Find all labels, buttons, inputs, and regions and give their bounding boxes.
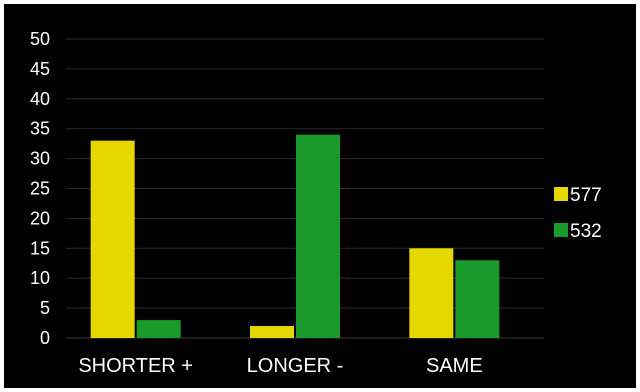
y-tick-label: 50 <box>30 29 50 49</box>
bar-shorter-532 <box>136 320 181 338</box>
bar-same-532 <box>455 260 500 338</box>
y-axis-ticks: 0 5 10 15 20 25 30 35 40 45 50 <box>30 29 50 348</box>
x-category-label: LONGER - <box>247 355 344 377</box>
y-tick-label: 35 <box>30 119 50 139</box>
chart-frame: 0 5 10 15 20 25 30 35 40 45 50 SHORTER + LONGER - SA… <box>4 4 636 388</box>
bar-same-577 <box>409 248 454 338</box>
y-tick-label: 40 <box>30 89 50 109</box>
legend-label-532: 532 <box>570 221 602 242</box>
legend-swatch-532 <box>554 223 568 237</box>
y-tick-label: 25 <box>30 179 50 199</box>
y-tick-label: 15 <box>30 238 50 258</box>
legend-label-577: 577 <box>570 185 602 206</box>
y-tick-label: 0 <box>40 328 50 348</box>
bars <box>90 134 500 338</box>
legend: 577 532 <box>554 185 602 242</box>
bar-chart: 0 5 10 15 20 25 30 35 40 45 50 SHORTER + LONGER - SA… <box>30 29 602 377</box>
y-tick-label: 30 <box>30 149 50 169</box>
legend-swatch-577 <box>554 187 568 201</box>
x-category-label: SAME <box>426 355 483 377</box>
bar-longer-577 <box>250 326 294 338</box>
bar-longer-532 <box>296 134 340 338</box>
y-tick-label: 45 <box>30 59 50 79</box>
bar-shorter-577 <box>90 140 135 338</box>
x-category-label: SHORTER + <box>78 355 193 377</box>
y-tick-label: 5 <box>40 298 50 318</box>
x-axis-labels: SHORTER + LONGER - SAME <box>78 355 482 377</box>
y-tick-label: 10 <box>30 268 50 288</box>
y-tick-label: 20 <box>30 208 50 228</box>
